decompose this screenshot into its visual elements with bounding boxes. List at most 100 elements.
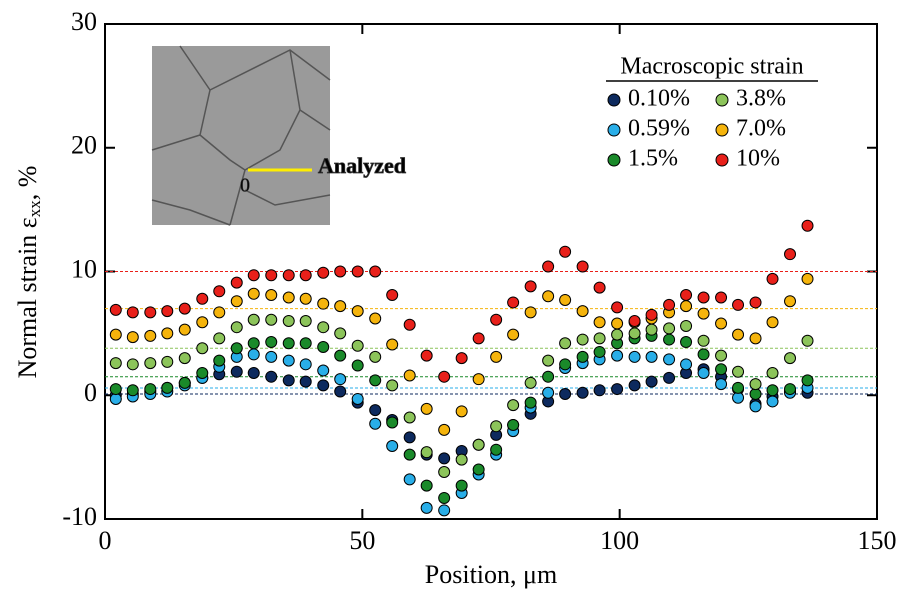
data-point [109,392,122,405]
y-tick-label: -10 [62,502,97,531]
data-point [109,383,122,396]
data-point [420,349,433,362]
data-point [645,375,658,388]
data-point [161,327,174,340]
legend-marker [607,153,621,167]
data-point [369,404,382,417]
data-point [593,384,606,397]
data-point [732,328,745,341]
data-point [247,366,260,379]
data-point [611,328,624,341]
data-point [196,316,209,329]
data-point [403,448,416,461]
data-point [542,386,555,399]
data-point [109,357,122,370]
data-point [334,349,347,362]
y-tick-label: 30 [71,7,97,36]
y-axis-label: Normal strain εxx, % [13,166,44,379]
data-point [628,379,641,392]
data-point [680,336,693,349]
data-point [628,350,641,363]
data-point [386,338,399,351]
data-point [766,366,779,379]
data-point [455,405,468,418]
data-point [282,269,295,282]
x-tick-label: 0 [99,526,112,555]
data-point [265,269,278,282]
data-point [403,431,416,444]
data-point [593,332,606,345]
data-point [715,349,728,362]
data-point [732,391,745,404]
data-point [663,333,676,346]
data-point [247,313,260,326]
data-point [559,358,572,371]
data-point [766,272,779,285]
data-point [265,370,278,383]
data-point [749,332,762,345]
data-point [247,348,260,361]
data-point [732,298,745,311]
data-point [369,312,382,325]
data-point [420,402,433,415]
data-point [749,400,762,413]
data-point [784,352,797,365]
data-point [109,303,122,316]
data-point [109,328,122,341]
data-point [455,352,468,365]
data-point [386,439,399,452]
data-point [351,265,364,278]
data-point [369,374,382,387]
data-point [178,376,191,389]
data-point [126,331,139,344]
data-point [247,287,260,300]
legend-label: 7.0% [736,116,786,142]
data-point [593,281,606,294]
data-point [126,306,139,319]
data-point [247,269,260,282]
data-point [317,364,330,377]
data-point [351,305,364,318]
data-point [213,354,226,367]
data-point [507,328,520,341]
data-point [230,276,243,289]
data-point [472,332,485,345]
data-point [697,334,710,347]
data-point [524,306,537,319]
data-point [576,260,589,273]
data-point [369,417,382,430]
data-point [749,378,762,391]
data-point [144,306,157,319]
data-point [576,305,589,318]
data-point [697,366,710,379]
data-point [196,342,209,355]
data-point [299,358,312,371]
legend-label: 0.10% [628,86,690,112]
data-point [213,306,226,319]
data-point [524,280,537,293]
data-point [715,378,728,391]
data-point [282,337,295,350]
data-point [334,265,347,278]
data-point [317,266,330,279]
x-tick-label: 150 [858,526,897,555]
data-point [126,384,139,397]
data-point [334,373,347,386]
data-point [732,365,745,378]
data-point [178,323,191,336]
data-point [576,333,589,346]
y-tick-label: 0 [84,378,97,407]
data-point [196,366,209,379]
x-tick-label: 50 [349,526,375,555]
legend-title: Macroscopic strain [620,54,803,80]
y-label-main: Normal strain ε [13,217,42,378]
data-point [144,329,157,342]
data-point [663,322,676,335]
data-point [299,375,312,388]
data-point [784,383,797,396]
data-point [576,350,589,363]
data-point [299,292,312,305]
data-point [801,334,814,347]
data-point [697,307,710,320]
data-point [559,337,572,350]
